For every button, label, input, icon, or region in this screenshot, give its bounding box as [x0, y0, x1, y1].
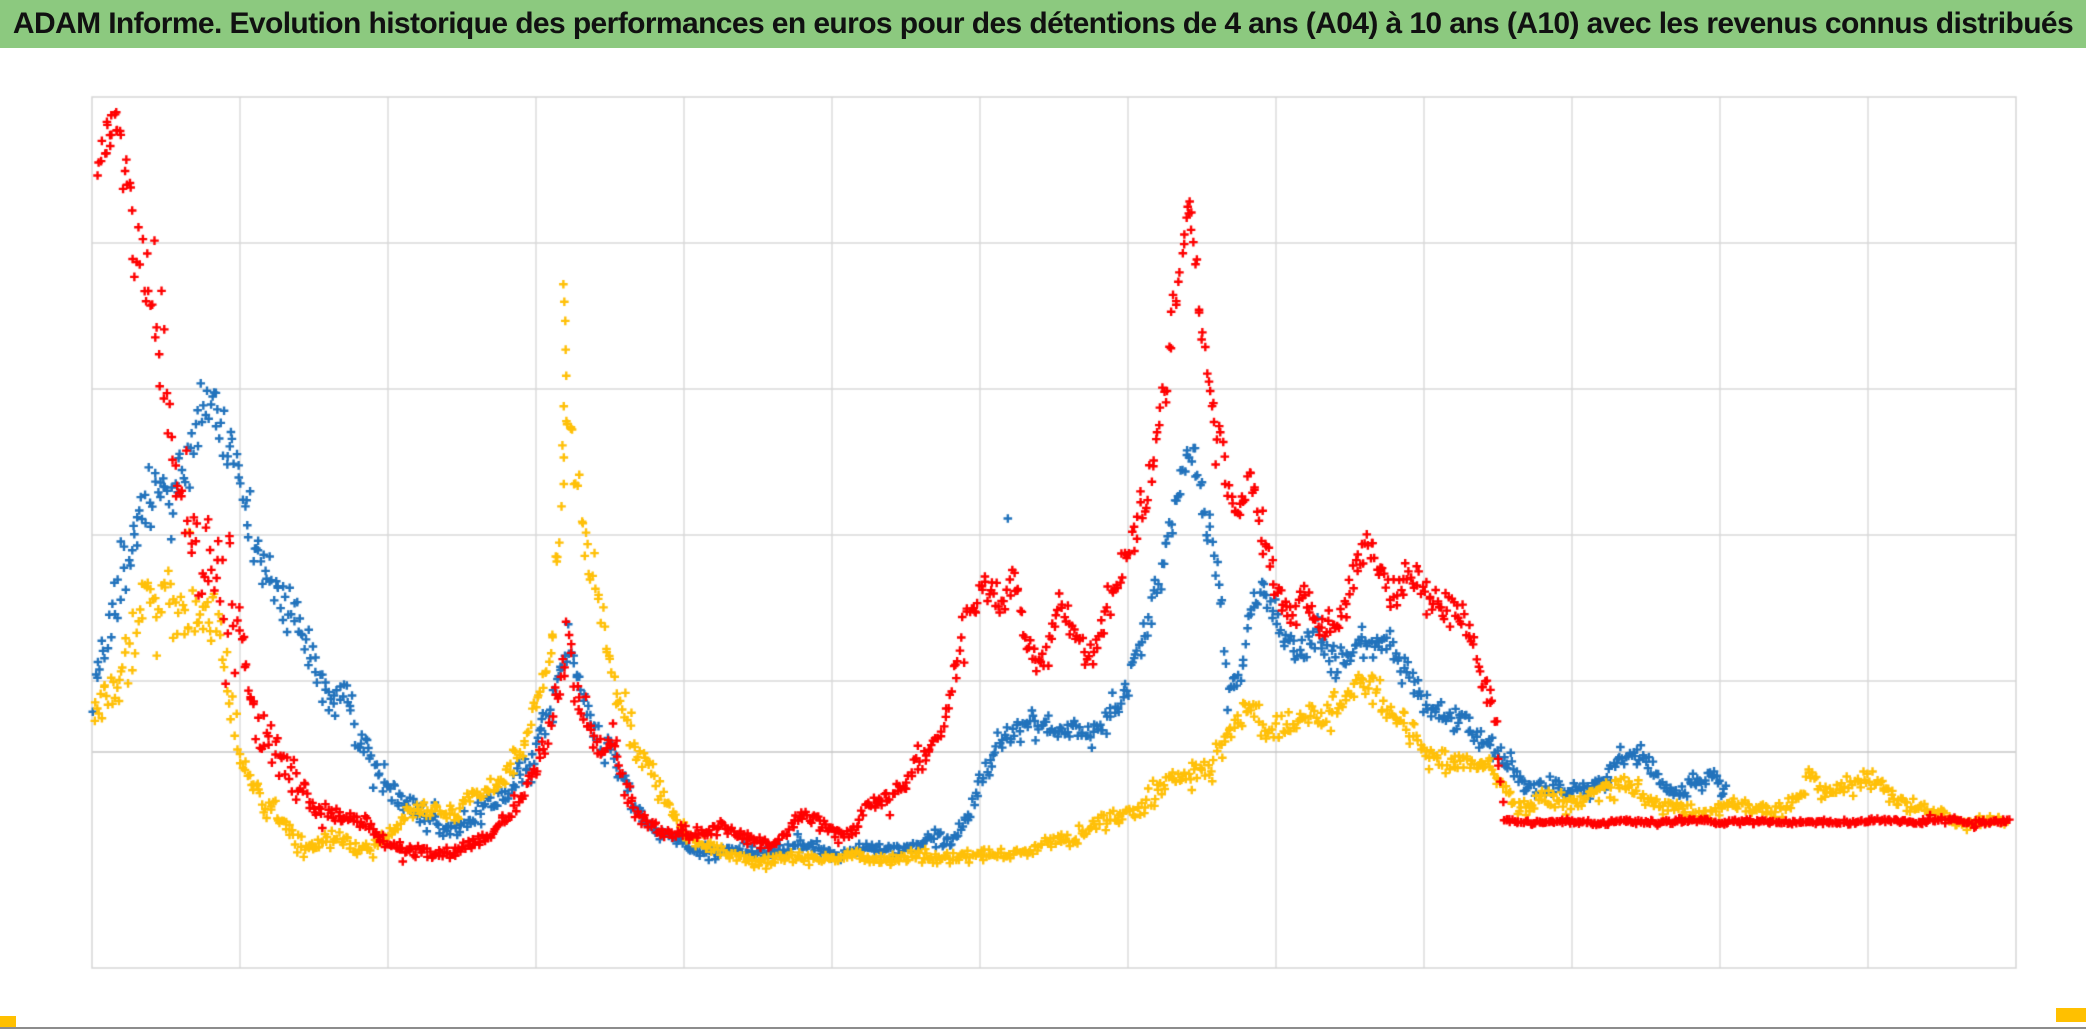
page-title: ADAM Informe. Evolution historique des p…: [12, 7, 2074, 40]
bottom-divider: [0, 1027, 2086, 1029]
title-bar: ADAM Informe. Evolution historique des p…: [0, 0, 2086, 48]
chart-area: [0, 48, 2086, 1008]
accent-bottom-right-h: [2056, 1008, 2086, 1022]
accent-bottom-left: [0, 1016, 16, 1029]
performance-scatter-chart: [0, 48, 2086, 1008]
